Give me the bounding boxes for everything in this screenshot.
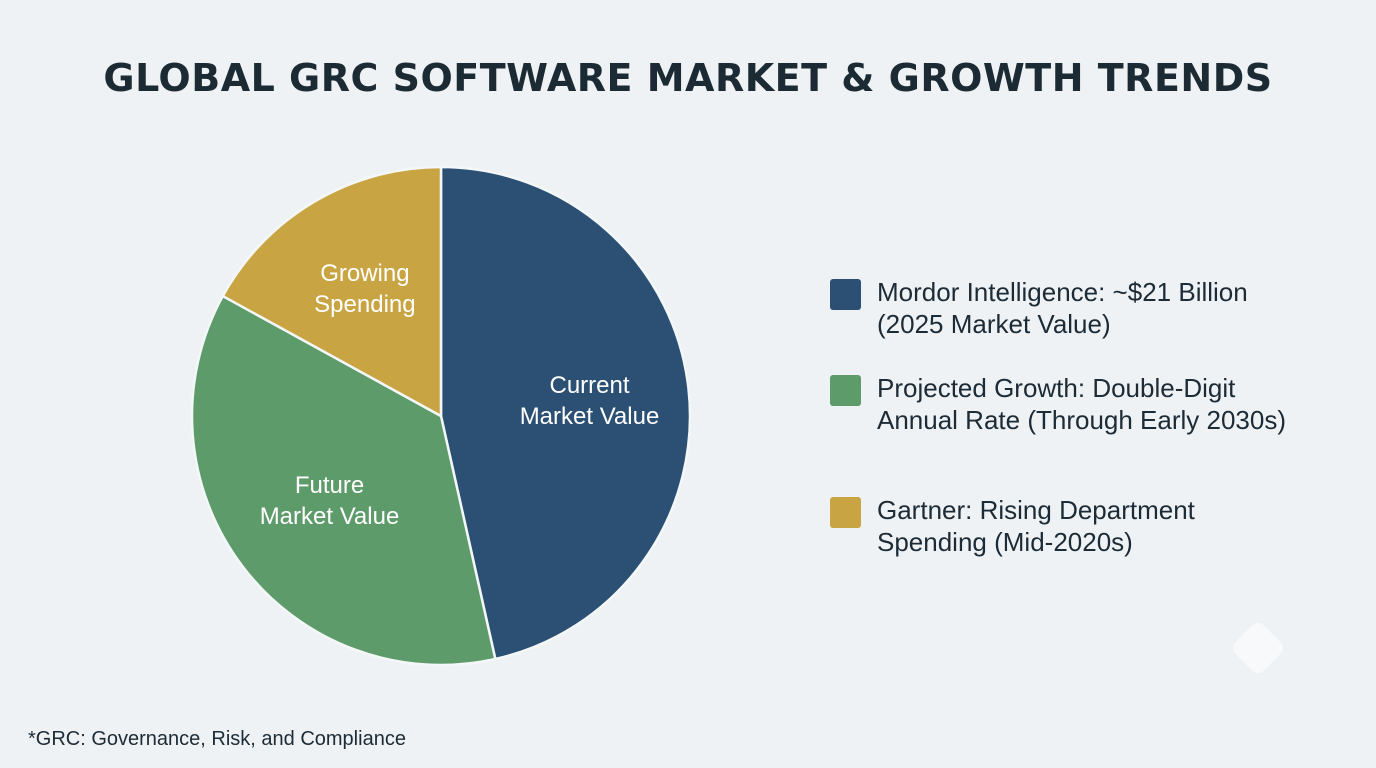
slice-label: Market Value (260, 503, 400, 530)
sparkle-icon (1229, 619, 1287, 677)
pie-chart: Current Market Value Future Market Value Gro… (190, 165, 692, 667)
legend-line: Mordor Intelligence: ~$21 Billion (877, 277, 1248, 307)
pie-slice (190, 294, 497, 667)
legend-swatch-blue (830, 279, 861, 310)
legend-swatch-gold (830, 497, 861, 528)
legend-swatch-green (830, 375, 861, 406)
legend-text: Projected Growth: Double-Digit Annual Ra… (877, 372, 1286, 436)
slice-label: Spending (314, 291, 415, 318)
legend-line: Gartner: Rising Department (877, 495, 1195, 525)
footnote: *GRC: Governance, Risk, and Compliance (28, 728, 406, 750)
pie-slice (439, 165, 692, 661)
slice-label: Growing (320, 260, 409, 287)
legend-line: (2025 Market Value) (877, 309, 1111, 339)
slice-label: Future (295, 472, 364, 499)
legend-text: Mordor Intelligence: ~$21 Billion (2025 … (877, 276, 1248, 340)
legend-line: Spending (Mid-2020s) (877, 527, 1133, 557)
slice-label: Market Value (520, 403, 660, 430)
legend-item-gartner: Gartner: Rising Department Spending (Mid… (830, 494, 1195, 558)
legend-item-mordor: Mordor Intelligence: ~$21 Billion (2025 … (830, 276, 1248, 340)
legend-line: Annual Rate (Through Early 2030s) (877, 405, 1287, 435)
legend-line: Projected Growth: Double-Digit (877, 373, 1236, 403)
legend-text: Gartner: Rising Department Spending (Mid… (877, 494, 1195, 558)
pie-slice (221, 165, 443, 419)
slice-label: Current (549, 372, 629, 399)
legend-item-projected-growth: Projected Growth: Double-Digit Annual Ra… (830, 372, 1286, 436)
page-title: GLOBAL GRC SOFTWARE MARKET & GROWTH TREN… (103, 56, 1273, 100)
